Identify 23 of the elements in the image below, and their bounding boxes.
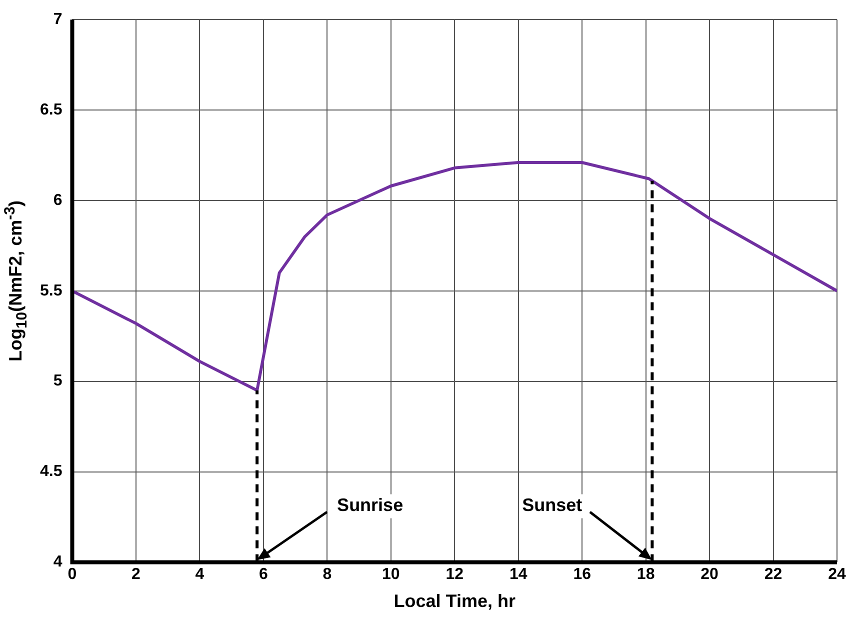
y-tick-label: 7 (53, 11, 62, 28)
x-tick-label: 4 (195, 566, 204, 584)
y-tick-label: 5.5 (40, 282, 62, 300)
x-tick-label: 2 (132, 566, 141, 584)
x-tick-label: 12 (446, 566, 464, 584)
y-tick-label: 6.5 (40, 101, 62, 118)
x-tick-label: 6 (258, 566, 268, 584)
x-tick-label: 20 (700, 566, 719, 584)
x-tick-label: 10 (382, 566, 400, 584)
x-tick-label: 24 (828, 566, 846, 584)
x-tick-label: 18 (636, 566, 655, 584)
x-tick-label: 16 (573, 566, 592, 584)
y-tick-label: 5 (53, 372, 62, 390)
annotation: Sunset (522, 495, 582, 516)
x-axis-title: Local Time, hr (394, 591, 516, 612)
y-tick-label: 4 (53, 554, 62, 571)
y-tick-label: 6 (53, 192, 62, 209)
y-tick-label: 4.5 (40, 463, 62, 480)
x-tick-label: 0 (68, 566, 77, 584)
x-tick-label: 8 (322, 566, 332, 584)
annotation: Sunrise (337, 495, 404, 516)
x-tick-label: 14 (509, 566, 528, 584)
x-tick-label: 22 (764, 566, 782, 584)
